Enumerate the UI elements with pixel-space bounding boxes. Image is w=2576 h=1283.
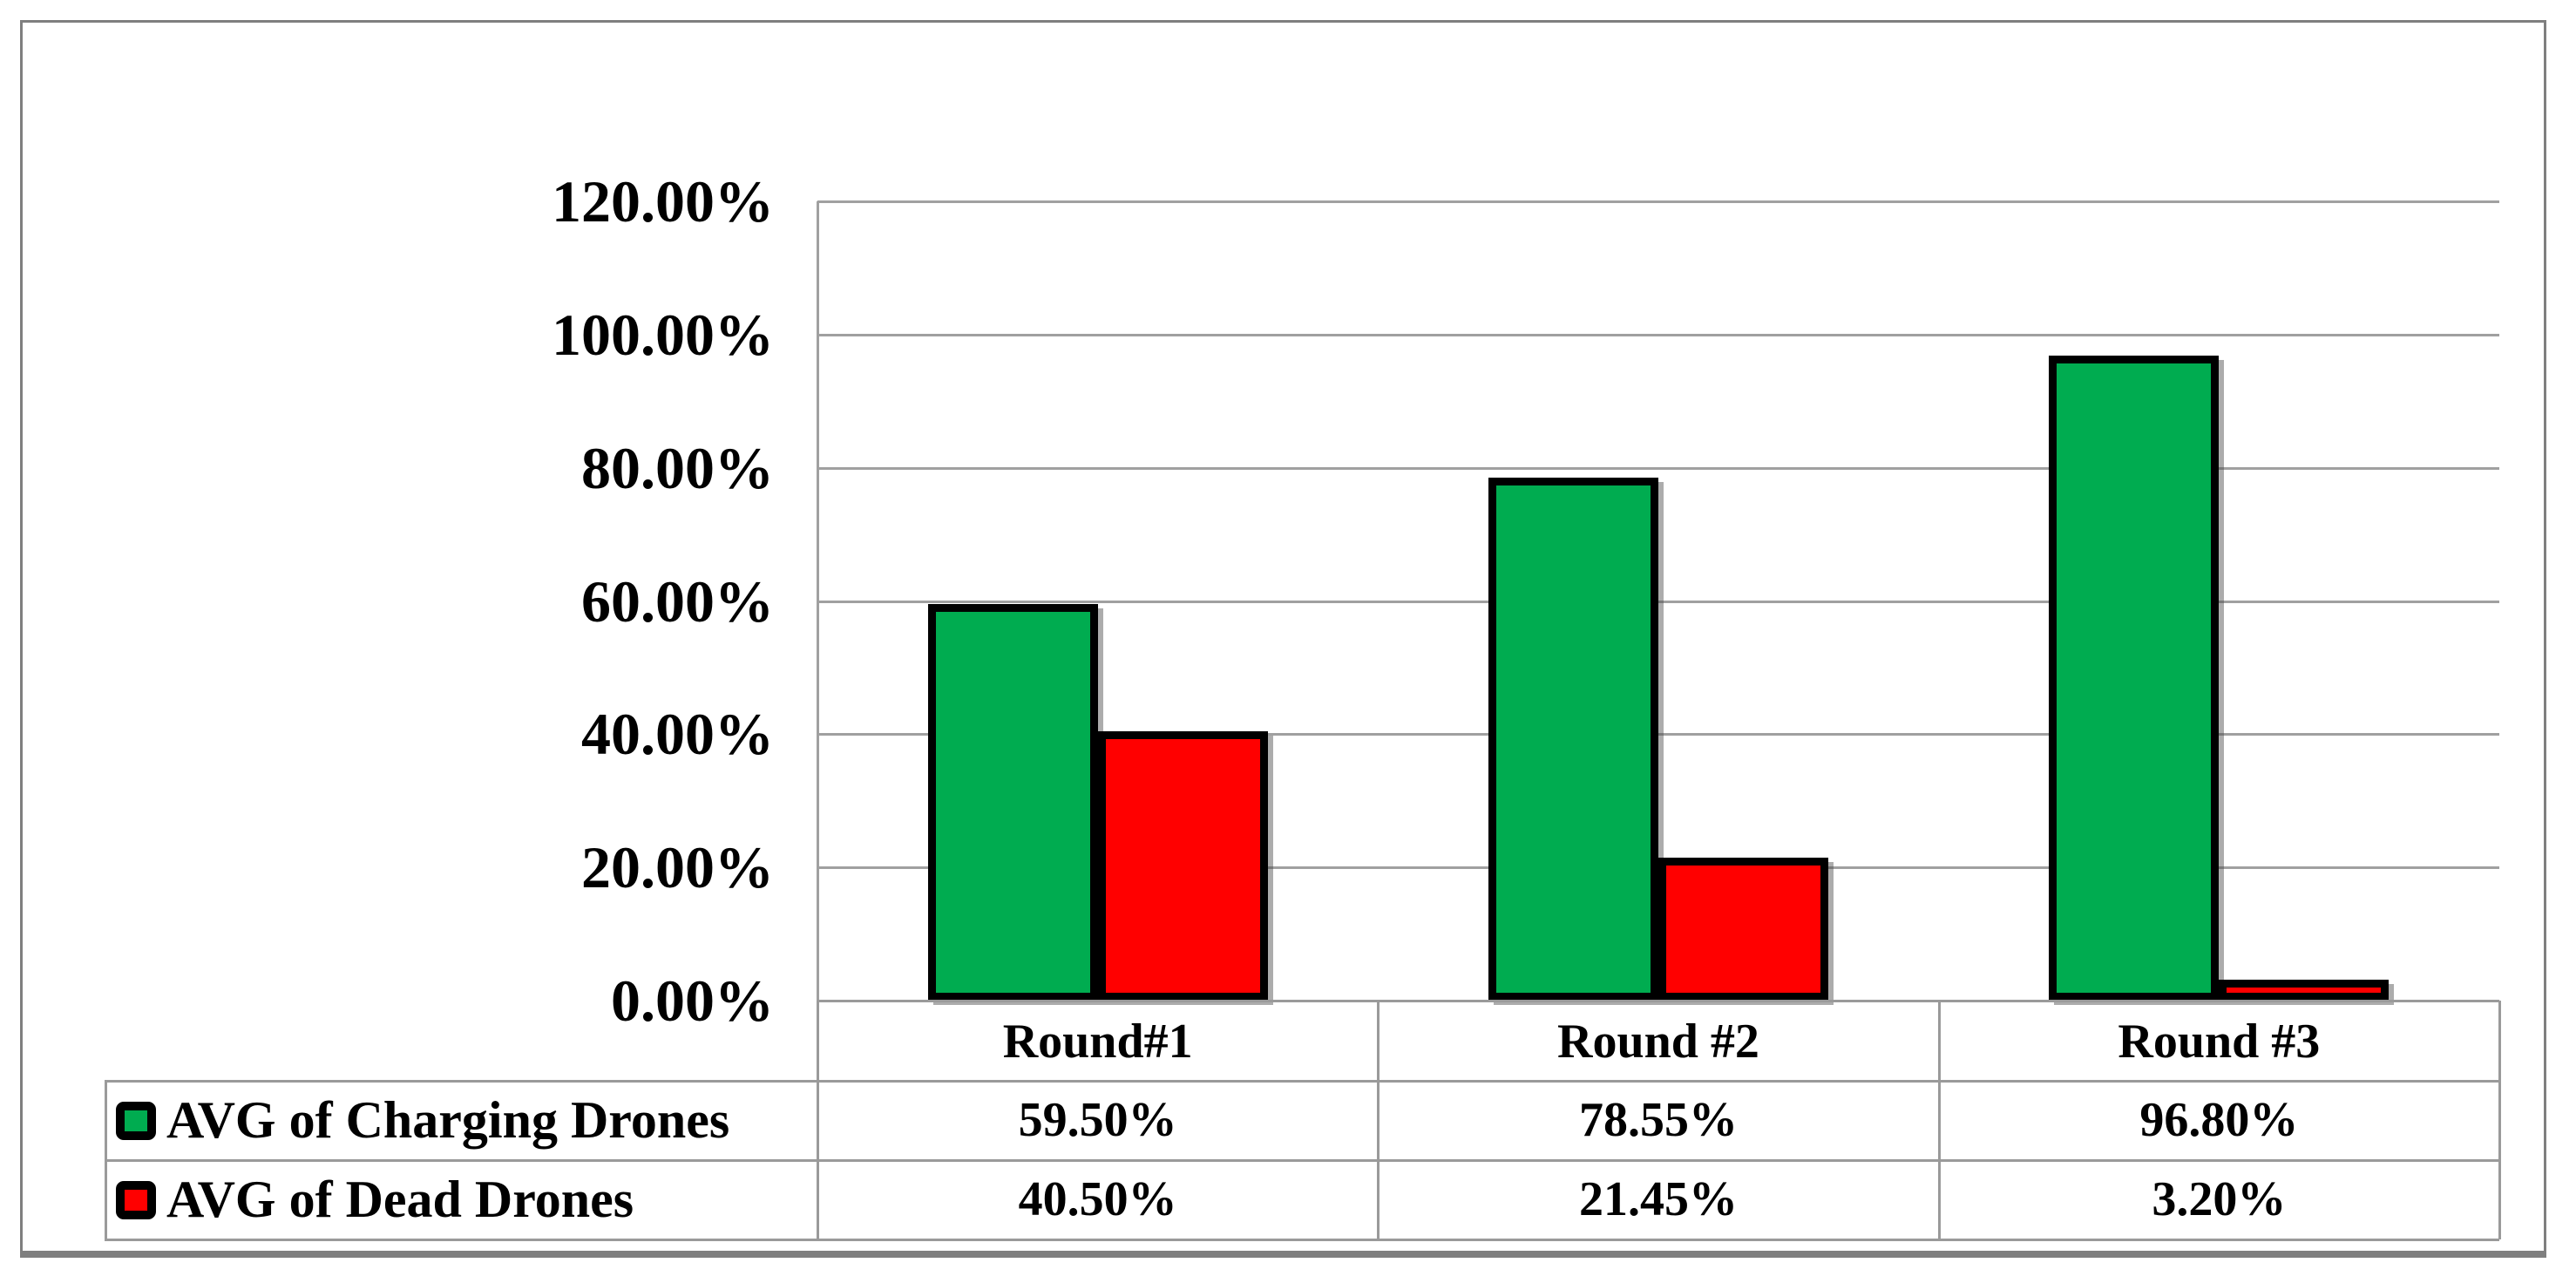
gridline [817,733,2499,737]
gridline [817,466,2499,470]
y-tick-label: 40.00% [581,701,774,768]
legend-label-avg-of-dead-drones: AVG of Dead Drones [166,1171,634,1228]
bar-avg-of-dead-drones-round-1 [1097,730,1268,1001]
value-cell-avg-of-dead-drones-round-1: 40.50% [1018,1172,1177,1226]
bar-avg-of-charging-drones-round-1 [927,604,1098,1001]
legend-swatch-avg-of-charging-drones [116,1101,156,1140]
legend-swatch-avg-of-dead-drones [116,1180,156,1219]
table-border-top [817,1000,2499,1002]
value-cell-avg-of-dead-drones-round-2: 21.45% [1578,1172,1738,1226]
y-axis-line [817,201,819,1001]
legend-table-left-border [105,1081,107,1239]
category-header-round-1: Round#1 [1002,1015,1193,1069]
table-column-divider [1377,1001,1380,1239]
table-column-divider [2498,1001,2501,1239]
gridline [817,200,2499,203]
value-cell-avg-of-dead-drones-round-3: 3.20% [2152,1172,2287,1226]
legend-item-avg-of-charging-drones: AVG of Charging Drones [105,1081,817,1160]
category-header-round-3: Round #3 [2118,1015,2321,1069]
bar-avg-of-dead-drones-round-2 [1658,858,1828,1001]
y-tick-label: 0.00% [611,967,774,1034]
y-tick-label: 20.00% [581,834,774,901]
y-tick-label: 80.00% [581,434,774,501]
chart-frame: 0.00% 20.00% 40.00% 60.00% 80.00% 100.00% 120.… [20,20,2546,1258]
table-column-divider [817,1001,819,1239]
category-header-round-2: Round #2 [1557,1015,1759,1069]
value-cell-avg-of-charging-drones-round-2: 78.55% [1578,1093,1738,1147]
legend-label-avg-of-charging-drones: AVG of Charging Drones [166,1091,730,1149]
table-border-bottom [105,1239,2499,1241]
value-cell-avg-of-charging-drones-round-1: 59.50% [1018,1093,1177,1147]
bar-avg-of-charging-drones-round-2 [1488,477,1658,1001]
y-tick-label: 120.00% [552,168,774,234]
table-row-separator [105,1159,2499,1162]
gridline [817,600,2499,603]
table-column-divider [1937,1001,1941,1239]
value-cell-avg-of-charging-drones-round-3: 96.80% [2139,1093,2299,1147]
bar-avg-of-dead-drones-round-3 [2219,979,2390,1001]
y-tick-label: 100.00% [552,301,774,368]
y-tick-label: 60.00% [581,567,774,635]
legend-item-avg-of-dead-drones: AVG of Dead Drones [105,1160,817,1239]
bar-avg-of-charging-drones-round-3 [2049,356,2220,1001]
table-row-separator [105,1080,2499,1083]
gridline [817,333,2499,336]
